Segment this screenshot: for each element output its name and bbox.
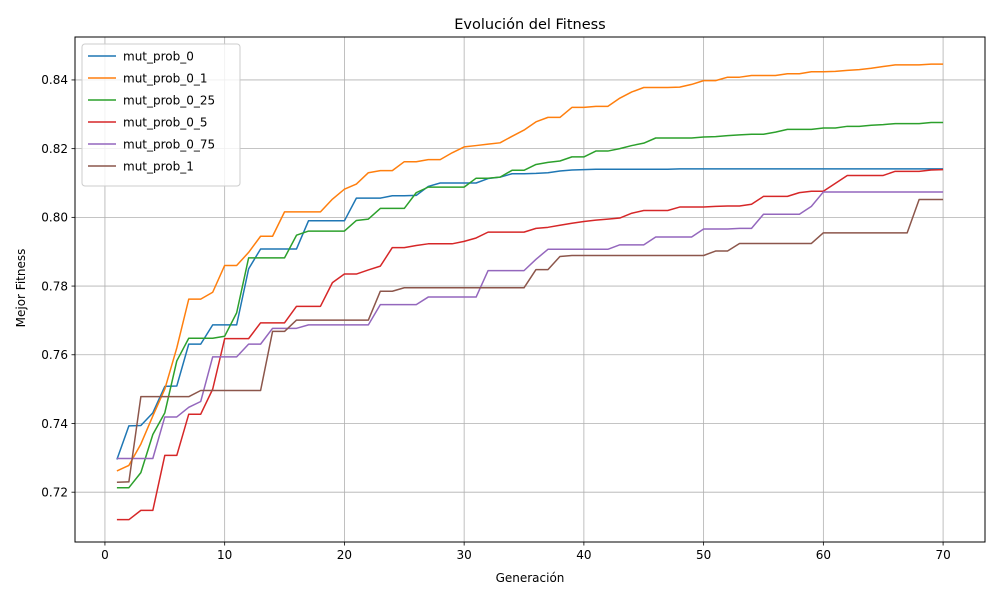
series-line-mut-prob-0-25 (116, 121, 944, 489)
y-tick-label: 0.82 (41, 142, 68, 156)
y-tick-label: 0.78 (41, 279, 68, 293)
series-line-mut-prob-0-1 (116, 63, 944, 472)
legend-label: mut_prob_0_5 (123, 116, 208, 130)
grid (75, 37, 985, 542)
y-tick-label: 0.80 (41, 211, 68, 225)
y-axis-label: Mejor Fitness (14, 249, 28, 328)
x-axis-label: Generación (496, 571, 565, 585)
series-lines (116, 63, 944, 521)
x-tick-label: 20 (337, 548, 352, 562)
series-line-mut-prob-0-5 (116, 168, 944, 521)
legend-label: mut_prob_0_75 (123, 138, 215, 152)
series-line-mut-prob-0 (116, 168, 944, 460)
x-tick-label: 60 (816, 548, 831, 562)
x-tick-label: 10 (217, 548, 232, 562)
x-tick-label: 0 (101, 548, 109, 562)
x-tick-label: 40 (576, 548, 591, 562)
legend-box (81, 43, 241, 187)
legend-label: mut_prob_0 (123, 50, 194, 64)
legend: mut_prob_0 mut_prob_0_1 mut_prob_0_25 mut_p… (81, 43, 241, 187)
legend-label: mut_prob_0_1 (123, 72, 208, 86)
plot-frame (74, 36, 986, 543)
y-tick-label: 0.76 (41, 348, 68, 362)
x-tick-label: 70 (935, 548, 950, 562)
chart-title: Evolución del Fitness (454, 17, 606, 33)
legend-label: mut_prob_0_25 (123, 94, 215, 108)
y-tick-label: 0.72 (41, 485, 68, 499)
x-tick-label: 30 (457, 548, 472, 562)
y-tick-label: 0.74 (41, 417, 68, 431)
x-tick-label: 50 (696, 548, 711, 562)
y-tick-label: 0.84 (41, 73, 68, 87)
series-line-mut-prob-0-75 (116, 191, 944, 460)
legend-label: mut_prob_1 (123, 160, 194, 174)
axis-ticks: 0 10 20 30 40 50 60 70 0.72 0.74 0.76 0.78 0.80 0.82 0… (41, 73, 950, 562)
series-line-mut-prob-1 (116, 198, 944, 483)
